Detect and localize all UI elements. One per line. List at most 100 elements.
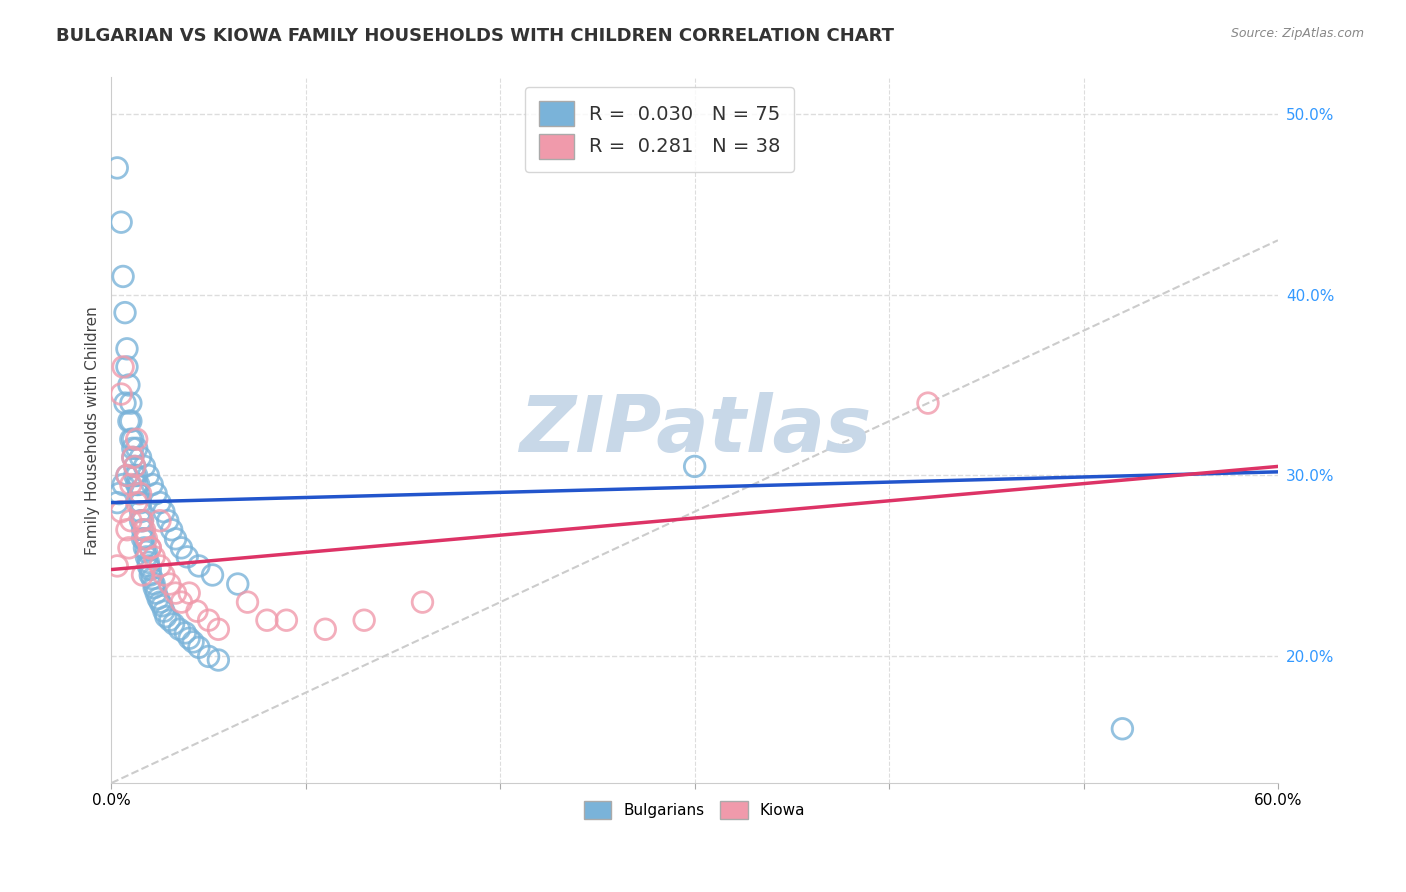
Point: [115, 523, 138, 537]
Point: [149, 495, 172, 509]
Point: [121, 442, 143, 456]
Point: [110, 505, 132, 519]
Point: [145, 586, 167, 600]
Point: [159, 613, 181, 627]
Point: [105, 495, 128, 509]
Point: [181, 635, 204, 649]
Point: [683, 459, 706, 474]
Point: [186, 604, 208, 618]
Legend: Bulgarians, Kiowa: Bulgarians, Kiowa: [578, 795, 811, 825]
Point: [112, 359, 135, 374]
Point: [174, 625, 197, 640]
Point: [143, 549, 166, 564]
Point: [153, 505, 176, 519]
Point: [110, 387, 132, 401]
Point: [129, 486, 152, 500]
Point: [121, 450, 143, 465]
Point: [120, 396, 142, 410]
Point: [207, 653, 229, 667]
Point: [197, 613, 219, 627]
Point: [120, 514, 142, 528]
Point: [143, 577, 166, 591]
Point: [353, 613, 375, 627]
Point: [131, 514, 153, 528]
Point: [120, 432, 142, 446]
Point: [139, 563, 162, 577]
Point: [118, 378, 141, 392]
Point: [131, 568, 153, 582]
Point: [179, 586, 201, 600]
Point: [155, 609, 177, 624]
Point: [114, 305, 136, 319]
Point: [112, 269, 135, 284]
Point: [256, 613, 278, 627]
Point: [110, 215, 132, 229]
Point: [165, 532, 187, 546]
Point: [170, 595, 193, 609]
Point: [120, 414, 142, 428]
Point: [120, 477, 142, 491]
Point: [129, 505, 152, 519]
Text: BULGARIAN VS KIOWA FAMILY HOUSEHOLDS WITH CHILDREN CORRELATION CHART: BULGARIAN VS KIOWA FAMILY HOUSEHOLDS WIT…: [56, 27, 894, 45]
Point: [141, 572, 163, 586]
Point: [276, 613, 298, 627]
Point: [149, 558, 172, 573]
Point: [159, 577, 181, 591]
Point: [170, 541, 193, 555]
Point: [121, 450, 143, 465]
Point: [125, 432, 148, 446]
Point: [125, 495, 148, 509]
Point: [131, 514, 153, 528]
Point: [105, 558, 128, 573]
Point: [153, 604, 176, 618]
Point: [141, 477, 163, 491]
Point: [143, 581, 166, 595]
Point: [138, 468, 160, 483]
Point: [153, 568, 176, 582]
Point: [118, 541, 141, 555]
Point: [139, 541, 162, 555]
Text: Source: ZipAtlas.com: Source: ZipAtlas.com: [1230, 27, 1364, 40]
Point: [156, 514, 179, 528]
Point: [145, 486, 167, 500]
Point: [134, 541, 156, 555]
Point: [125, 468, 148, 483]
Point: [134, 459, 156, 474]
Point: [124, 459, 146, 474]
Point: [201, 568, 224, 582]
Point: [125, 442, 148, 456]
Point: [124, 459, 146, 474]
Point: [138, 555, 160, 569]
Point: [134, 532, 156, 546]
Point: [121, 432, 143, 446]
Point: [226, 577, 249, 591]
Point: [115, 359, 138, 374]
Point: [411, 595, 433, 609]
Point: [134, 523, 156, 537]
Point: [236, 595, 259, 609]
Point: [135, 549, 157, 564]
Point: [129, 514, 152, 528]
Text: ZIPatlas: ZIPatlas: [519, 392, 870, 468]
Point: [139, 568, 162, 582]
Point: [149, 595, 172, 609]
Point: [129, 450, 152, 465]
Point: [187, 558, 209, 573]
Point: [118, 414, 141, 428]
Point: [115, 468, 138, 483]
Point: [129, 495, 152, 509]
Point: [138, 558, 160, 573]
Point: [146, 591, 169, 606]
Point: [135, 532, 157, 546]
Point: [179, 632, 201, 646]
Point: [139, 541, 162, 555]
Point: [131, 523, 153, 537]
Point: [115, 342, 138, 356]
Y-axis label: Family Households with Children: Family Households with Children: [86, 306, 100, 555]
Point: [165, 586, 187, 600]
Point: [105, 161, 128, 175]
Point: [207, 622, 229, 636]
Point: [169, 622, 191, 636]
Point: [150, 599, 173, 613]
Point: [115, 468, 138, 483]
